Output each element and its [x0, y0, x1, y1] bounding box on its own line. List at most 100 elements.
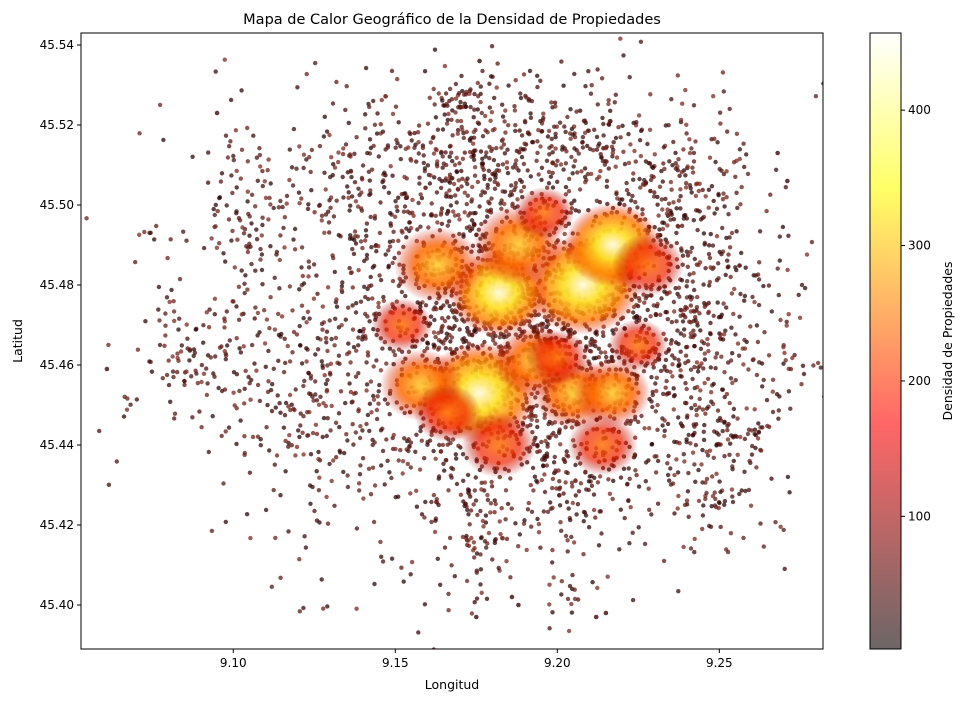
- scatter-point: [695, 369, 701, 374]
- scatter-point: [453, 81, 459, 87]
- scatter-point: [314, 469, 319, 474]
- scatter-point: [766, 353, 772, 358]
- scatter-point: [199, 379, 204, 385]
- scatter-point: [592, 475, 597, 480]
- scatter-point: [703, 496, 708, 502]
- scatter-point: [688, 546, 694, 551]
- scatter-point: [468, 508, 474, 513]
- scatter-point: [691, 218, 696, 223]
- scatter-point: [710, 401, 716, 407]
- scatter-point: [652, 454, 657, 459]
- scatter-point: [832, 400, 836, 404]
- scatter-point: [106, 342, 111, 348]
- scatter-point: [591, 339, 597, 344]
- scatter-point: [569, 126, 575, 132]
- scatter-point: [217, 241, 222, 246]
- scatter-point: [362, 258, 367, 264]
- scatter-point: [394, 204, 399, 209]
- scatter-point: [385, 458, 390, 463]
- scatter-point: [262, 341, 268, 346]
- scatter-point: [425, 121, 431, 126]
- scatter-point: [682, 327, 687, 332]
- scatter-point: [478, 582, 483, 587]
- scatter-point: [494, 85, 499, 90]
- scatter-point: [259, 252, 265, 257]
- scatter-point: [618, 135, 623, 140]
- scatter-point: [363, 228, 369, 233]
- scatter-point: [713, 355, 718, 360]
- scatter-point: [289, 443, 294, 448]
- scatter-point: [353, 310, 359, 315]
- scatter-point: [349, 174, 354, 180]
- scatter-point: [435, 556, 440, 561]
- scatter-point: [374, 358, 379, 363]
- scatter-point: [400, 471, 405, 476]
- scatter-point: [369, 283, 374, 288]
- scatter-point: [705, 336, 710, 342]
- scatter-point: [357, 435, 363, 441]
- scatter-point: [757, 260, 762, 265]
- scatter-point: [354, 301, 359, 306]
- scatter-point: [693, 442, 699, 448]
- scatter-point: [478, 535, 484, 541]
- scatter-point: [212, 296, 218, 301]
- scatter-point: [332, 269, 337, 275]
- scatter-point: [363, 294, 368, 300]
- scatter-point: [684, 498, 690, 503]
- scatter-point: [591, 507, 597, 513]
- scatter-point: [289, 402, 294, 407]
- scatter-point: [563, 480, 568, 485]
- scatter-point: [350, 422, 355, 427]
- scatter-point: [722, 454, 727, 459]
- scatter-point: [691, 271, 696, 276]
- scatter-point: [245, 199, 250, 204]
- scatter-point: [495, 61, 500, 66]
- scatter-point: [223, 357, 228, 362]
- scatter-point: [319, 359, 324, 364]
- point-cluster: [121, 394, 139, 419]
- scatter-point: [627, 541, 632, 546]
- scatter-point: [301, 152, 307, 157]
- scatter-point: [655, 501, 661, 506]
- scatter-point: [725, 549, 731, 555]
- scatter-point: [730, 494, 735, 499]
- scatter-point: [204, 392, 210, 398]
- scatter-point: [499, 145, 504, 150]
- scatter-point: [216, 385, 221, 391]
- scatter-point: [304, 320, 309, 325]
- scatter-point: [640, 207, 645, 212]
- scatter-point: [776, 408, 781, 413]
- scatter-point: [396, 238, 401, 243]
- scatter-point: [358, 328, 363, 334]
- scatter-point: [417, 175, 422, 180]
- scatter-point: [715, 300, 720, 305]
- scatter-point: [674, 240, 679, 246]
- scatter-point: [160, 376, 165, 381]
- scatter-point: [479, 590, 484, 595]
- scatter-point: [685, 489, 691, 494]
- scatter-point: [179, 343, 184, 348]
- scatter-point: [659, 197, 664, 202]
- scatter-point: [661, 220, 667, 226]
- scatter-point: [593, 614, 599, 620]
- scatter-point: [624, 188, 630, 193]
- scatter-point: [688, 367, 694, 372]
- scatter-point: [714, 206, 720, 211]
- scatter-point: [562, 124, 567, 129]
- scatter-point: [551, 460, 557, 465]
- scatter-point: [374, 407, 380, 413]
- scatter-point: [135, 347, 141, 352]
- scatter-point: [447, 304, 452, 309]
- scatter-point: [436, 91, 441, 96]
- scatter-point: [461, 336, 467, 341]
- scatter-point: [689, 405, 694, 411]
- scatter-point: [690, 376, 695, 382]
- scatter-point: [322, 114, 327, 120]
- scatter-point: [687, 272, 692, 277]
- scatter-point: [559, 579, 564, 584]
- scatter-point: [337, 448, 342, 453]
- scatter-point: [446, 591, 451, 597]
- scatter-point: [222, 349, 227, 354]
- scatter-point: [336, 232, 341, 238]
- scatter-point: [644, 0, 648, 1]
